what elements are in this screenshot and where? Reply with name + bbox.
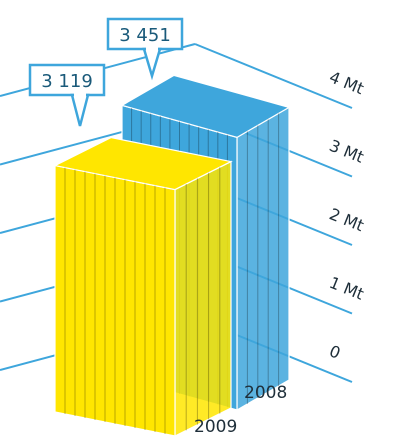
bar-2009 xyxy=(53,136,233,437)
bars xyxy=(53,74,291,437)
category-label-2009: 2009 xyxy=(194,417,237,437)
category-label-2008: 2008 xyxy=(244,383,287,403)
gridline-right-4 xyxy=(194,43,353,109)
data-label-2008-text: 3 451 xyxy=(119,25,171,46)
data-label-2009-box xyxy=(28,63,106,97)
data-label-2008-pointer-cover xyxy=(146,46,158,51)
data-label-2008: 3 451 xyxy=(106,17,184,81)
y-tick-label-0: 0 xyxy=(327,341,344,362)
y-tick-labels: 0 1 Mt 2 Mt 3 Mt 4 Mt xyxy=(327,67,367,362)
bar-2008-top xyxy=(120,74,291,139)
data-label-2008-pointer xyxy=(142,47,162,81)
bar-2009-side xyxy=(174,160,232,437)
y-tick-label-3: 3 Mt xyxy=(327,136,367,167)
bar-2008-side xyxy=(236,106,290,412)
data-label-2009-text: 3 119 xyxy=(41,71,93,92)
data-labels: 3 451 3 119 xyxy=(28,17,184,127)
category-labels: 2008 2009 xyxy=(194,383,287,437)
data-label-2009-pointer-cover xyxy=(74,92,86,97)
y-tick-label-1: 1 Mt xyxy=(327,273,367,304)
y-tick-label-2: 2 Mt xyxy=(327,204,367,235)
y-tick-label-4: 4 Mt xyxy=(327,67,367,98)
data-label-2009-pointer xyxy=(70,93,90,127)
bar-2009-top xyxy=(53,136,233,191)
data-label-2009: 3 119 xyxy=(28,63,106,127)
